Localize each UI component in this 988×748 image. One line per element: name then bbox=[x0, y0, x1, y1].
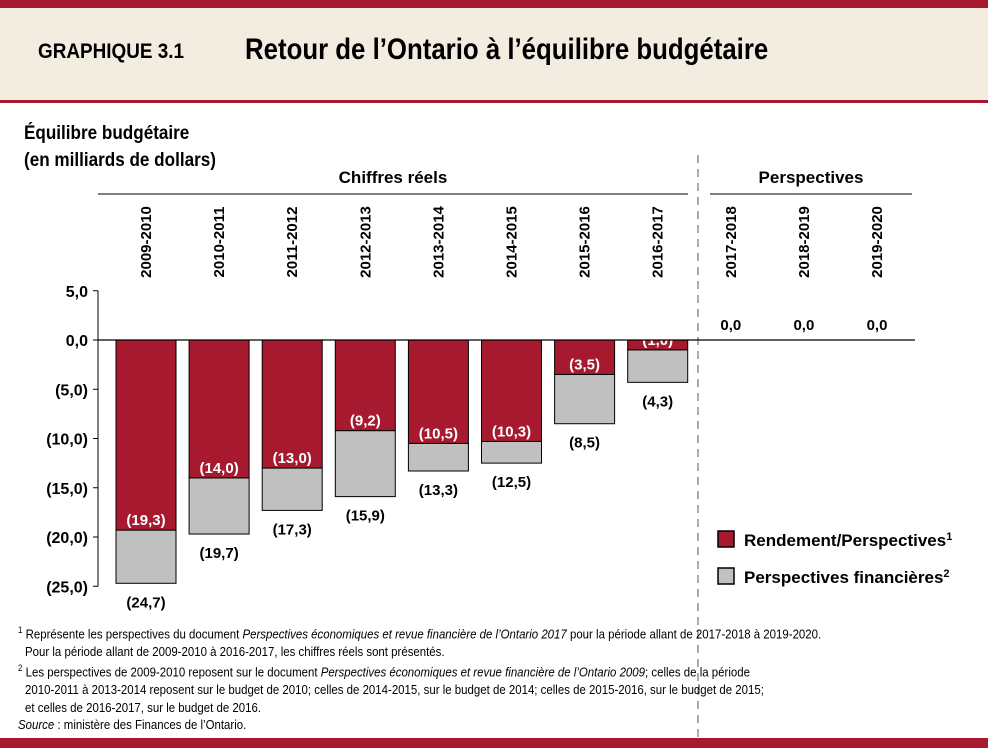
group-label: Chiffres réels bbox=[339, 168, 448, 187]
outlook-zero-label: 0,0 bbox=[867, 317, 888, 334]
bottom-bar bbox=[0, 738, 988, 748]
outlook-zero-label: 0,0 bbox=[720, 317, 741, 334]
category-label: 2015-2016 bbox=[577, 206, 594, 278]
outlook-value-label: (17,3) bbox=[273, 521, 312, 538]
actual-bar bbox=[115, 339, 177, 531]
category-label: 2009-2010 bbox=[138, 206, 155, 278]
actual-bar bbox=[407, 339, 469, 444]
outlook-zero-label: 0,0 bbox=[793, 317, 814, 334]
outlook-bar bbox=[188, 477, 250, 535]
actual-value-label: (9,2) bbox=[350, 413, 381, 430]
category-label: 2012-2013 bbox=[357, 206, 374, 278]
footnote-1-cont: Pour la période allant de 2009-2010 à 20… bbox=[25, 643, 445, 659]
y-axis-title-line1: Équilibre budgétaire bbox=[24, 123, 190, 144]
y-axis-title-line2: (en milliards de dollars) bbox=[24, 150, 216, 171]
outlook-value-label: (13,3) bbox=[419, 482, 458, 499]
outlook-bar bbox=[334, 430, 396, 498]
outlook-value-label: (19,7) bbox=[200, 545, 239, 562]
actual-value-label: (14,0) bbox=[200, 460, 239, 477]
category-label: 2013-2014 bbox=[430, 205, 447, 277]
footnote-1: 1 Représente les perspectives du documen… bbox=[18, 625, 822, 642]
category-label: 2010-2011 bbox=[211, 207, 228, 278]
legend-swatch bbox=[717, 530, 735, 548]
category-label: 2016-2017 bbox=[650, 206, 667, 278]
category-label: 2019-2020 bbox=[869, 206, 886, 278]
outlook-value-label: (12,5) bbox=[492, 474, 531, 491]
footnote-2: 2 Les perspectives de 2009-2010 reposent… bbox=[18, 663, 750, 680]
actual-value-label: (13,0) bbox=[273, 450, 312, 467]
y-tick-label: (25,0) bbox=[46, 579, 88, 596]
outlook-bar bbox=[627, 349, 689, 383]
outlook-bar bbox=[115, 529, 177, 584]
actual-value-label: (10,3) bbox=[492, 423, 531, 440]
category-label: 2018-2019 bbox=[796, 206, 813, 278]
legend-label: Rendement/Perspectives1 bbox=[744, 531, 952, 550]
y-tick-label: (20,0) bbox=[46, 530, 88, 547]
top-bar bbox=[0, 0, 988, 8]
category-label: 2011-2012 bbox=[284, 207, 301, 278]
outlook-value-label: (8,5) bbox=[569, 435, 600, 452]
y-axis-title: Équilibre budgétaire (en milliards de do… bbox=[24, 120, 216, 174]
actual-bar bbox=[261, 339, 323, 469]
category-label: 2014-2015 bbox=[504, 206, 521, 278]
y-tick-label: (5,0) bbox=[55, 382, 88, 399]
actual-bar bbox=[481, 339, 542, 442]
group-label: Perspectives bbox=[759, 168, 864, 187]
legend-swatch bbox=[717, 567, 735, 585]
actual-bar bbox=[554, 339, 616, 375]
actual-bar bbox=[334, 339, 396, 432]
header-band bbox=[0, 8, 988, 103]
outlook-bar bbox=[481, 440, 542, 464]
outlook-value-label: (15,9) bbox=[346, 508, 385, 525]
outlook-bar bbox=[407, 442, 469, 472]
actual-value-label: (19,3) bbox=[126, 512, 165, 529]
y-tick-label: (15,0) bbox=[46, 481, 88, 498]
outlook-bar bbox=[261, 467, 323, 511]
actual-value-label: (3,5) bbox=[569, 356, 600, 373]
category-label: 2017-2018 bbox=[723, 206, 740, 278]
chart-number: GRAPHIQUE 3.1 bbox=[38, 40, 184, 63]
footnote-2-cont: 2010-2011 à 2013-2014 reposent sur le bu… bbox=[25, 682, 764, 698]
outlook-value-label: (24,7) bbox=[126, 594, 165, 611]
y-tick-label: 0,0 bbox=[66, 333, 88, 350]
outlook-value-label: (4,3) bbox=[642, 393, 673, 410]
actual-value-label: (10,5) bbox=[419, 425, 458, 442]
legend-label: Perspectives financières2 bbox=[744, 568, 950, 587]
actual-bar bbox=[188, 339, 250, 479]
chart-title: Retour de l’Ontario à l’équilibre budgét… bbox=[245, 33, 769, 66]
footnote-2-cont2: et celles de 2016-2017, sur le budget de… bbox=[25, 699, 262, 715]
y-tick-label: 5,0 bbox=[66, 284, 88, 301]
outlook-bar bbox=[554, 373, 616, 425]
footnotes: 1 Représente les perspectives du documen… bbox=[18, 622, 821, 734]
source-note: Source : ministère des Finances de l’Ont… bbox=[18, 717, 247, 733]
y-tick-label: (10,0) bbox=[46, 432, 88, 449]
